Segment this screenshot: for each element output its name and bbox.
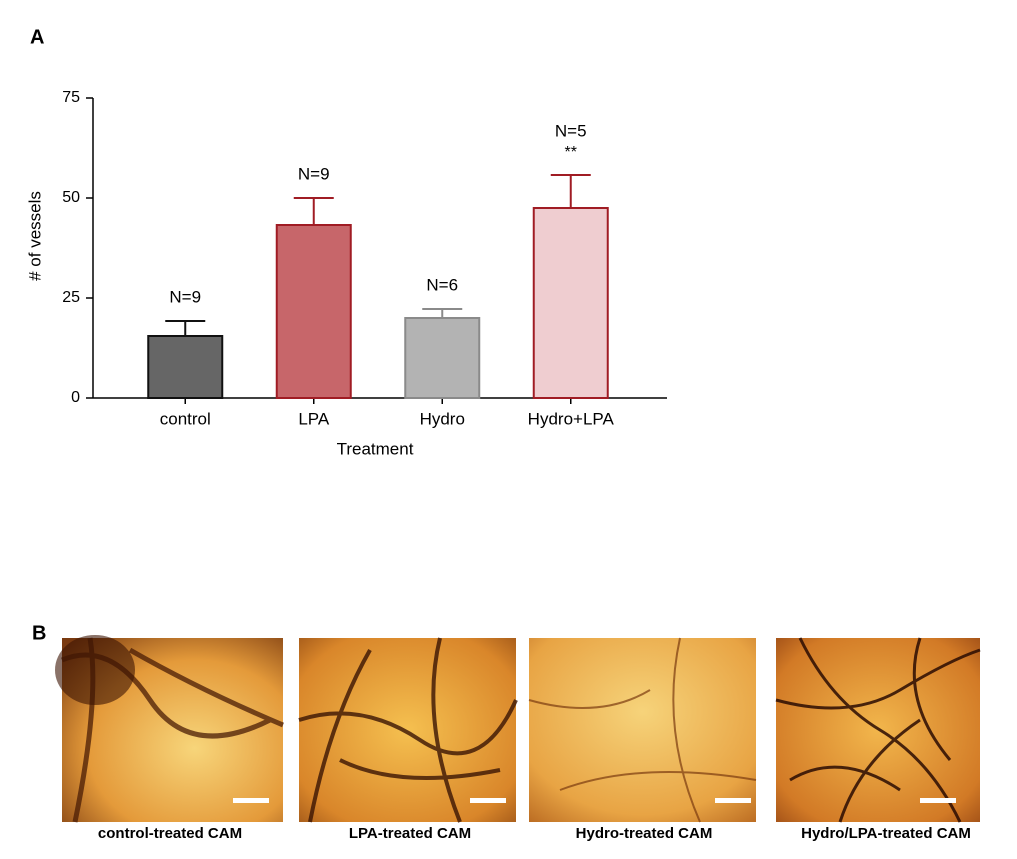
annotation: N=5 [555,121,587,140]
y-tick-label: 0 [71,389,80,406]
image-caption: control-treated CAM [98,825,242,842]
x-tick-label: control [160,409,211,428]
y-tick-label: 50 [62,189,80,206]
annotation: N=9 [298,164,330,183]
photo [55,635,284,823]
x-axis-label: Treatment [337,439,414,458]
bar [404,317,481,399]
image-caption: Hydro-treated CAM [576,825,713,842]
image-caption: LPA-treated CAM [349,825,471,842]
annotation: N=6 [426,275,458,294]
y-tick-label: 25 [62,289,80,306]
photo [298,637,518,823]
annotation: N=9 [169,287,201,306]
panel-label: A [30,26,44,48]
bar [147,335,224,399]
x-tick-label: Hydro [420,409,465,428]
y-axis-label: # of vessels [25,191,44,281]
image-caption: Hydro/LPA-treated CAM [801,825,971,842]
bar [275,224,352,399]
y-tick-label: 75 [62,89,80,106]
panel-label: B [32,622,46,644]
significance-label: ** [565,144,577,161]
photo [528,637,757,823]
bar [532,207,609,399]
x-tick-label: Hydro+LPA [528,409,615,428]
x-tick-label: LPA [298,409,330,428]
photo [775,637,981,823]
